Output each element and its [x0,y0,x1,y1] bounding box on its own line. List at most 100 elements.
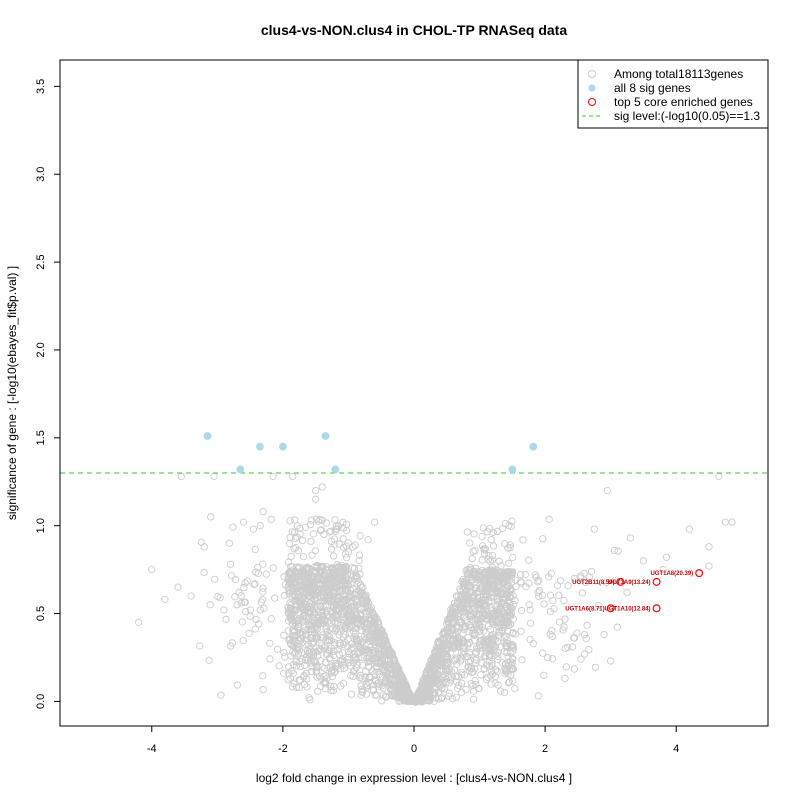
gene-point [295,676,304,684]
gene-point [540,671,548,679]
gene-point [570,634,579,642]
gene-point [486,650,494,659]
gene-point [488,563,496,571]
gene-point [409,697,417,705]
gene-point [564,643,572,652]
gene-point [521,570,529,579]
gene-point [323,588,331,596]
gene-point [369,650,377,658]
gene-point [433,646,441,654]
outlier-gene-point [312,495,320,503]
gene-point [200,568,208,577]
gene-point [395,672,403,680]
gene-point [335,563,343,571]
gene-point [509,628,517,637]
y-tick-label: 0.0 [35,694,47,709]
gene-point [337,587,345,595]
gene-point [389,656,397,664]
gene-point [314,517,323,525]
gene-point [325,573,333,582]
gene-point [295,683,303,692]
gene-point [231,593,239,601]
sig-gene-point [508,465,517,474]
gene-point [545,515,553,523]
legend-label-core: top 5 core enriched genes [614,95,753,109]
gene-point [455,598,463,607]
gene-point [443,620,451,628]
outlier-gene-point [289,472,297,481]
gene-point [358,687,366,695]
gene-point [305,649,313,657]
outlier-gene-point [626,534,634,542]
x-tick-label: -2 [278,743,288,755]
gene-point [496,643,505,651]
gene-point [444,692,453,700]
core-gene-point [616,577,625,586]
gene-point [316,682,325,690]
gene-point [325,575,333,584]
gene-point [472,601,480,609]
gene-point [534,692,542,700]
gene-point [346,591,354,599]
gene-point [318,610,326,618]
gene-point [334,627,342,636]
gene-point [352,624,360,633]
gene-point [480,549,489,558]
gene-point [299,628,307,636]
gene-point [288,590,296,598]
gene-point [356,622,364,630]
gene-point [506,666,514,674]
gene-point [388,661,396,669]
gene-point [467,575,476,583]
gene-point [370,632,378,640]
gene-point [518,656,526,664]
gene-point [465,621,473,629]
gene-point [487,536,495,544]
gene-point [444,618,452,626]
gene-point [426,674,435,683]
outlier-gene-point [728,518,736,526]
gene-point [504,679,513,687]
gene-point [349,615,357,624]
gene-point [342,563,350,571]
gene-point [355,551,364,559]
gene-point [371,637,380,645]
gene-point [339,543,348,551]
gene-point [500,600,509,608]
outlier-gene-point [721,518,730,526]
gene-point [299,536,307,545]
gene-point [546,608,555,616]
gene-point [488,638,497,646]
gene-point [525,601,533,609]
gene-point [614,547,622,555]
gene-point [539,535,547,543]
gene-point [508,661,516,670]
gene-point [508,677,517,685]
gene-point [335,573,344,581]
legend-symbol-core [588,98,596,106]
gene-point [397,676,406,684]
gene-point [439,646,447,654]
gene-point [356,532,364,540]
gene-point [465,667,473,675]
outlier-gene-point [174,583,182,591]
gene-point [296,524,304,533]
gene-point [555,591,563,599]
gene-point [493,594,501,603]
gene-point [471,655,479,664]
gene-point [306,521,315,529]
gene-point [517,579,525,587]
gene-point [494,572,503,580]
gene-point [302,614,310,623]
gene-point [463,594,471,602]
gene-point [326,654,334,662]
legend-label-sig: all 8 sig genes [614,81,691,95]
gene-point [570,665,578,673]
gene-point [451,655,459,663]
gene-point [447,628,455,636]
x-tick-label: 2 [542,743,548,755]
gene-point [582,634,590,643]
gene-point [568,643,577,651]
gene-point [351,591,360,599]
gene-point [425,663,433,672]
